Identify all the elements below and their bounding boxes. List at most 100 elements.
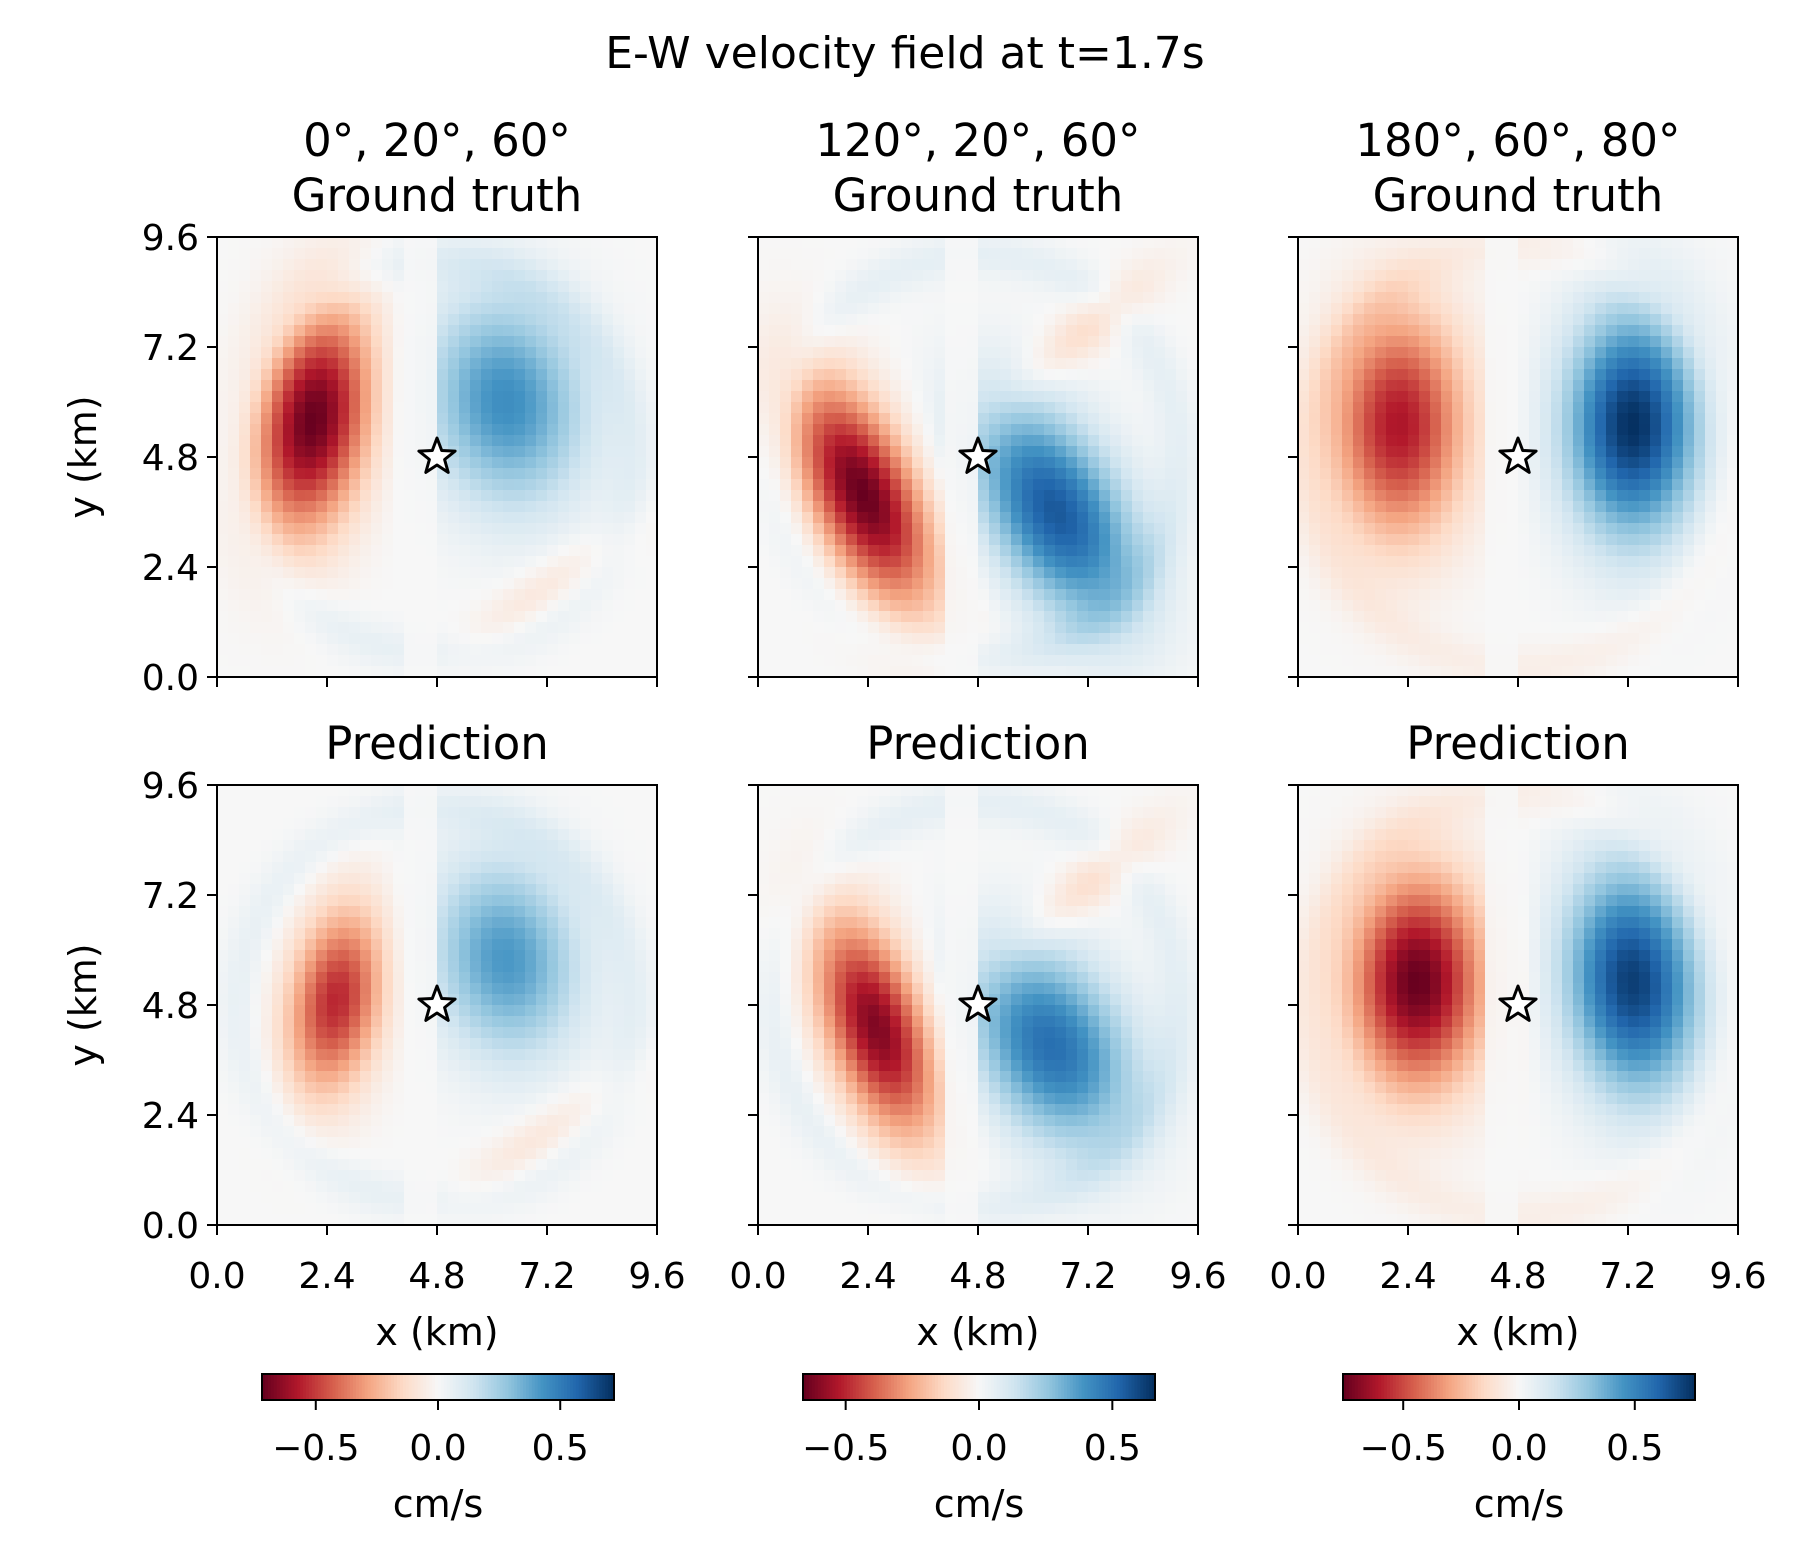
heatmap-cell (901, 303, 913, 315)
heatmap-cell (250, 1038, 262, 1050)
heatmap-cell (536, 556, 548, 568)
heatmap-cell (261, 1203, 273, 1215)
heatmap-cell (758, 556, 770, 568)
heatmap-cell (404, 1115, 416, 1127)
heatmap-cell (824, 391, 836, 403)
heatmap-cell (261, 237, 273, 249)
heatmap-cell (857, 237, 869, 249)
heatmap-cell (868, 314, 880, 326)
heatmap-cell (602, 435, 614, 447)
heatmap-cell (813, 468, 825, 480)
heatmap-cell (250, 435, 262, 447)
heatmap-cell (802, 512, 814, 524)
heatmap-cell (250, 1027, 262, 1039)
heatmap-cell (261, 666, 273, 678)
heatmap-cell (305, 523, 317, 535)
heatmap-cell (294, 1082, 306, 1094)
heatmap-cell (1033, 358, 1045, 370)
heatmap-cell (890, 248, 902, 260)
heatmap-cell (393, 622, 405, 634)
heatmap-cell (327, 347, 339, 359)
heatmap-cell (481, 1181, 493, 1193)
heatmap-cell (802, 435, 814, 447)
heatmap-cell (978, 270, 990, 282)
heatmap-cell (967, 259, 979, 271)
heatmap-cell (558, 939, 570, 951)
heatmap-cell (624, 556, 636, 568)
heatmap-cell (1099, 413, 1111, 425)
heatmap-cell (1088, 556, 1100, 568)
heatmap-cell (1121, 259, 1133, 271)
heatmap-cell (879, 259, 891, 271)
heatmap-cell (1187, 314, 1199, 326)
heatmap-cell (448, 1027, 460, 1039)
heatmap-cell (426, 862, 438, 874)
heatmap-cell (525, 402, 537, 414)
heatmap-cell (503, 961, 515, 973)
heatmap-cell (239, 248, 251, 260)
colorbar-segment (303, 1374, 307, 1400)
heatmap-cell (338, 862, 350, 874)
heatmap-cell (404, 512, 416, 524)
heatmap-cell (470, 369, 482, 381)
heatmap-cell (1110, 347, 1122, 359)
heatmap-cell (835, 589, 847, 601)
heatmap-cell (239, 479, 251, 491)
heatmap-cell (294, 336, 306, 348)
heatmap-cell (868, 479, 880, 491)
heatmap-cell (338, 1104, 350, 1116)
heatmap-cell (1121, 512, 1133, 524)
heatmap-cell (239, 928, 251, 940)
heatmap-cell (437, 796, 449, 808)
heatmap-cell (591, 961, 603, 973)
heatmap-cell (1143, 578, 1155, 590)
heatmap-cell (1044, 259, 1056, 271)
heatmap-cell (470, 939, 482, 951)
heatmap-cell (1132, 358, 1144, 370)
heatmap-cell (624, 402, 636, 414)
heatmap-cell (492, 1181, 504, 1193)
heatmap-cell (602, 600, 614, 612)
heatmap-cell (1011, 457, 1023, 469)
heatmap-cell (426, 1027, 438, 1039)
heatmap-cell (1033, 369, 1045, 381)
heatmap-cell (956, 479, 968, 491)
heatmap-cell (1154, 666, 1166, 678)
heatmap-cell (305, 567, 317, 579)
heatmap-cell (624, 1170, 636, 1182)
heatmap-cell (967, 303, 979, 315)
heatmap-cell (624, 666, 636, 678)
heatmap-cell (1132, 556, 1144, 568)
heatmap-cell (316, 851, 328, 863)
heatmap-cell (217, 611, 229, 623)
heatmap-cell (371, 413, 383, 425)
heatmap-cell (1187, 259, 1199, 271)
heatmap-cell (1165, 402, 1177, 414)
heatmap-cell (1143, 600, 1155, 612)
heatmap-cell (492, 600, 504, 612)
heatmap-cell (426, 950, 438, 962)
heatmap-cell (272, 1005, 284, 1017)
heatmap-cell (360, 961, 372, 973)
heatmap-cell (283, 1181, 295, 1193)
heatmap-cell (338, 358, 350, 370)
heatmap-cell (635, 939, 647, 951)
heatmap-cell (912, 644, 924, 656)
heatmap-cell (879, 314, 891, 326)
heatmap-cell (459, 633, 471, 645)
heatmap-cell (846, 589, 858, 601)
heatmap-cell (635, 829, 647, 841)
heatmap-cell (978, 292, 990, 304)
heatmap-cell (503, 983, 515, 995)
heatmap-cell (525, 1071, 537, 1083)
heatmap-cell (448, 611, 460, 623)
heatmap-cell (536, 895, 548, 907)
heatmap-cell (327, 851, 339, 863)
panel-title: Ground truth (292, 169, 583, 222)
heatmap-cell (1143, 237, 1155, 249)
heatmap-cell (791, 655, 803, 667)
heatmap-cell (239, 895, 251, 907)
heatmap-cell (978, 369, 990, 381)
heatmap-cell (912, 259, 924, 271)
heatmap-cell (1165, 413, 1177, 425)
